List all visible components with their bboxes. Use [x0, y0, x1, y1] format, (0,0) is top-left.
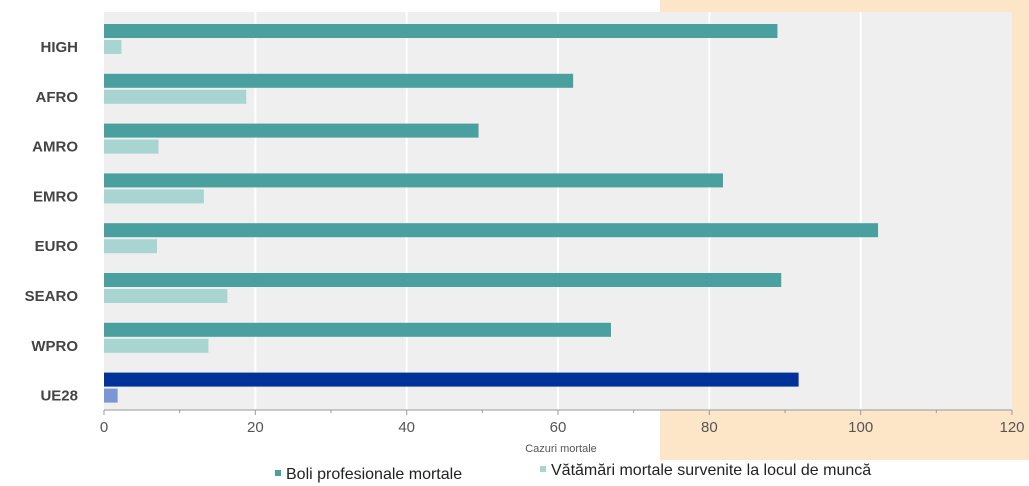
category-label-emro: EMRO	[33, 188, 78, 205]
x-tick-label: 60	[550, 419, 567, 436]
category-label-wpro: WPRO	[31, 338, 78, 355]
category-label-amro: AMRO	[32, 139, 78, 156]
x-tick-label: 100	[848, 419, 873, 436]
bar-afro-series-1	[104, 89, 247, 104]
bars	[104, 24, 879, 403]
bar-emro-series-1	[104, 189, 204, 204]
x-tick-label: 20	[247, 419, 264, 436]
category-label-ue28: UE28	[40, 388, 78, 405]
bar-euro-series-1	[104, 239, 157, 254]
x-tick-label: 80	[701, 419, 718, 436]
bar-high-series-0	[104, 24, 778, 38]
bar-ue28-series-0	[104, 372, 799, 387]
bar-euro-series-0	[104, 223, 879, 238]
x-ticks: 0 20 40 60 80 100 120	[100, 410, 1025, 436]
category-label-high: HIGH	[41, 39, 79, 56]
bar-ue28-series-1	[104, 388, 118, 403]
bar-emro-series-0	[104, 173, 723, 188]
bar-amro-series-1	[104, 139, 159, 154]
bar-searo-series-0	[104, 273, 782, 287]
category-labels: HIGH AFRO AMRO EMRO EURO SEARO WPRO UE28	[25, 39, 79, 405]
x-tick-label: 120	[999, 419, 1024, 436]
bar-wpro-series-1	[104, 338, 209, 353]
bar-afro-series-0	[104, 73, 574, 88]
category-label-euro: EURO	[35, 238, 79, 255]
bar-amro-series-0	[104, 123, 479, 138]
category-label-searo: SEARO	[25, 288, 79, 305]
bar-searo-series-1	[104, 289, 228, 303]
x-tick-label: 0	[100, 419, 108, 436]
bar-wpro-series-0	[104, 322, 611, 337]
x-axis-title: Cazuri mortale	[525, 443, 597, 455]
category-label-afro: AFRO	[36, 89, 79, 106]
x-tick-label: 40	[398, 419, 415, 436]
bar-high-series-1	[104, 40, 122, 54]
